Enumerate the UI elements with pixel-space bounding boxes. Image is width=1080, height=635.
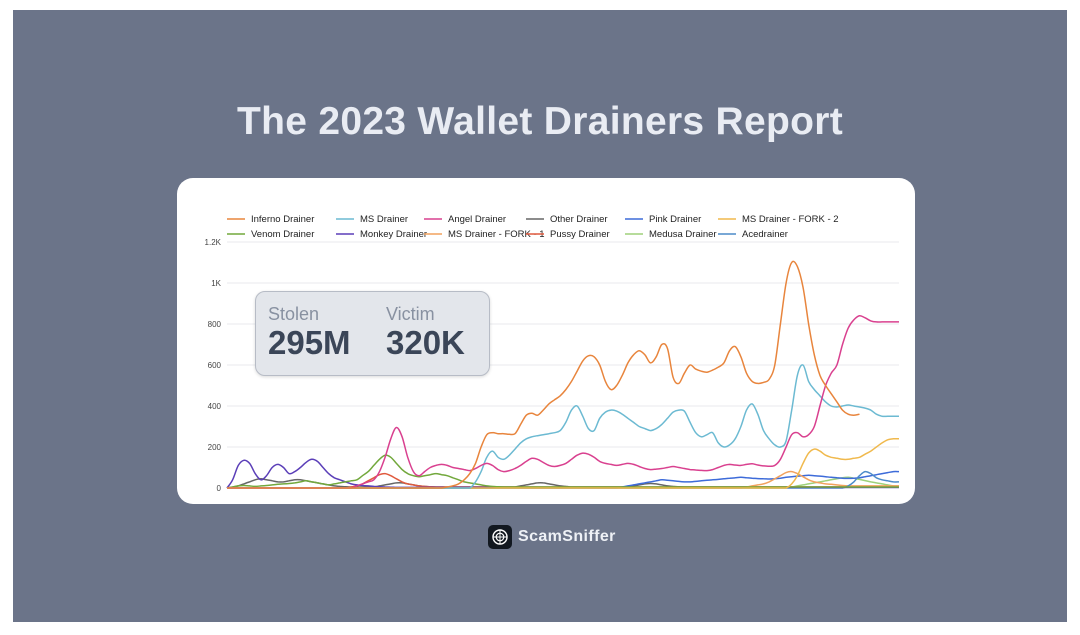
legend-label: Angel Drainer xyxy=(448,214,506,225)
legend-label: Inferno Drainer xyxy=(251,214,314,225)
stat-stolen: Stolen 295M xyxy=(268,304,351,362)
chart-card: 0 200 400 600 800 1K 1.2K Inferno Drainer MS Dra… xyxy=(177,178,915,504)
y-tick-label: 0 xyxy=(217,484,222,493)
y-tick-label: 1K xyxy=(211,279,221,288)
legend-label: MS Drainer - FORK - 1 xyxy=(448,229,545,240)
y-tick-label: 800 xyxy=(208,320,222,329)
legend-label: Other Drainer xyxy=(550,214,608,225)
stats-box: Stolen 295M Victim 320K xyxy=(255,291,490,376)
legend-label: MS Drainer - FORK - 2 xyxy=(742,214,839,225)
brand-name: ScamSniffer xyxy=(518,528,616,545)
series-line-inferno-drainer xyxy=(227,260,860,489)
series-line-venom-drainer xyxy=(226,454,899,489)
y-tick-label: 200 xyxy=(208,443,222,452)
y-tick-label: 600 xyxy=(208,361,222,370)
y-tick-label: 400 xyxy=(208,402,222,411)
legend-label: Medusa Drainer xyxy=(649,229,717,240)
line-chart: 0 200 400 600 800 1K 1.2K Inferno Drainer MS Dra… xyxy=(205,214,900,493)
series-line-ms-drainer xyxy=(227,364,899,489)
legend-label: Pink Drainer xyxy=(649,214,701,225)
legend-label: MS Drainer xyxy=(360,214,408,225)
stat-stolen-label: Stolen xyxy=(268,304,320,324)
legend-label: Pussy Drainer xyxy=(550,229,610,240)
stat-stolen-value: 295M xyxy=(268,324,351,361)
stat-victim: Victim 320K xyxy=(386,304,465,362)
legend-label: Acedrainer xyxy=(742,229,788,240)
legend-label: Monkey Drainer xyxy=(360,229,427,240)
page-title: The 2023 Wallet Drainers Report xyxy=(236,100,844,143)
y-tick-label: 1.2K xyxy=(205,238,222,247)
legend-label: Venom Drainer xyxy=(251,229,314,240)
stat-victim-value: 320K xyxy=(386,324,465,361)
scamsniffer-logo-icon xyxy=(488,525,512,549)
stat-victim-label: Victim xyxy=(386,304,435,324)
brand: ScamSniffer xyxy=(488,524,616,550)
series-line-ms-drainer-fork-2 xyxy=(227,437,900,489)
